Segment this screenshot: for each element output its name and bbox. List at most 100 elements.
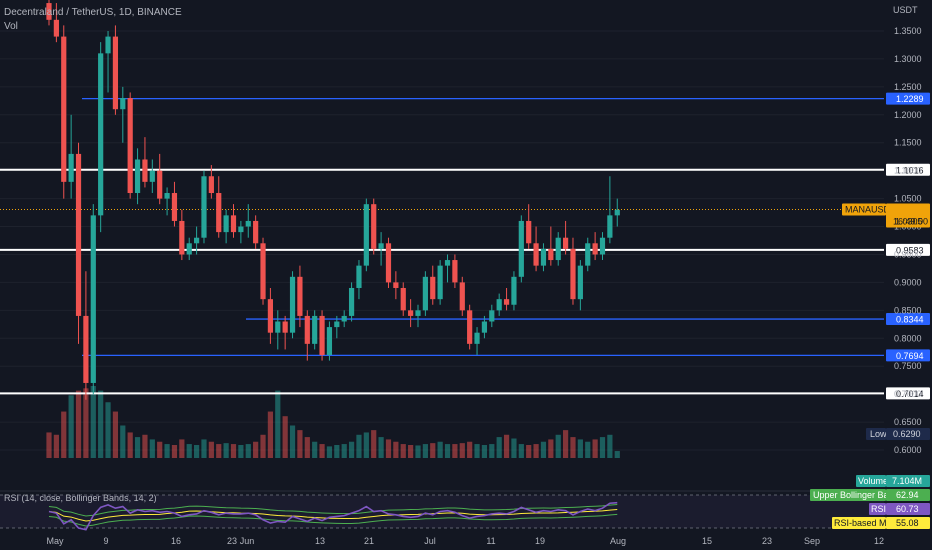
time-tick-label: 13 bbox=[315, 536, 325, 546]
candle-body bbox=[489, 310, 495, 322]
candle-body bbox=[267, 299, 273, 333]
volume-bar bbox=[326, 446, 333, 458]
candle-body bbox=[142, 159, 148, 182]
time-tick-label: 16 bbox=[171, 536, 181, 546]
candle-body bbox=[356, 265, 362, 288]
volume-bar bbox=[319, 444, 325, 458]
level-tag bbox=[886, 349, 930, 362]
candle-body bbox=[304, 315, 310, 344]
symbol-title[interactable]: Decentraland / TetherUS, 1D, BINANCE bbox=[4, 7, 182, 18]
candle-body bbox=[201, 176, 207, 238]
candle-body bbox=[105, 36, 111, 54]
price-tick-label: 0.7000 bbox=[894, 389, 922, 399]
price-tick-label: 0.6000 bbox=[894, 445, 922, 455]
candle-body bbox=[400, 287, 406, 311]
volume-bar bbox=[179, 439, 185, 458]
candle-body bbox=[503, 299, 510, 305]
price-tick-label: 1.3000 bbox=[894, 54, 922, 64]
candle-body bbox=[548, 248, 554, 261]
time-axis[interactable]: May 9 16 23 Jun 13 21 Jul 11 19 Aug 15 23 Sep 12 bbox=[46, 536, 884, 546]
volume-bar bbox=[348, 441, 355, 458]
level-tag bbox=[886, 313, 930, 326]
level-tag-label: 0.8344 bbox=[896, 315, 924, 325]
price-tick-label: 1.2500 bbox=[894, 82, 922, 92]
upper-band-label-bg bbox=[810, 489, 886, 501]
time-tick-label: 23 bbox=[227, 536, 237, 546]
low-value: 0.6290 bbox=[893, 429, 921, 439]
volume-bar bbox=[238, 444, 244, 458]
candle-body bbox=[238, 226, 244, 233]
price-tick-label: 0.8000 bbox=[894, 333, 922, 343]
volume-bar bbox=[289, 425, 296, 458]
volume-bar bbox=[400, 444, 406, 458]
volume-bar bbox=[518, 444, 524, 458]
candle-body bbox=[186, 243, 192, 255]
candle-body bbox=[555, 237, 561, 261]
axis-currency-label[interactable]: USDT bbox=[893, 5, 918, 15]
candle-body bbox=[430, 276, 436, 300]
candle-body bbox=[216, 193, 222, 233]
volume-bar bbox=[127, 432, 133, 458]
time-tick-label: Aug bbox=[610, 536, 626, 546]
candle-body bbox=[297, 276, 303, 316]
volume-bar bbox=[511, 438, 517, 458]
volume-bar bbox=[304, 437, 310, 458]
time-tick-label: Jul bbox=[424, 536, 436, 546]
time-tick-label: 15 bbox=[702, 536, 712, 546]
countdown-label: 16:49:00 bbox=[893, 216, 928, 226]
time-tick-label: May bbox=[46, 536, 64, 546]
candle-body bbox=[371, 204, 377, 249]
level-tag-label: 0.7694 bbox=[896, 351, 924, 361]
candle-body bbox=[334, 321, 340, 328]
rsi-ma-value-bg bbox=[886, 517, 930, 529]
price-tick-label: 0.6500 bbox=[894, 417, 922, 427]
price-tick-label: 0.8500 bbox=[894, 305, 922, 315]
volume-label: Volume bbox=[858, 476, 888, 486]
level-tag bbox=[886, 243, 930, 256]
candle-body bbox=[275, 321, 281, 333]
candle-body bbox=[112, 36, 119, 110]
volume-bar bbox=[230, 444, 237, 458]
rsi-ma-value: 55.08 bbox=[896, 518, 919, 528]
volume-bar bbox=[481, 444, 488, 458]
level-tag-label: 1.1016 bbox=[896, 165, 924, 175]
candle-body bbox=[208, 176, 214, 194]
volume-bar bbox=[53, 434, 59, 458]
volume-bar bbox=[592, 439, 598, 458]
volume-bar bbox=[489, 444, 495, 458]
candle-body bbox=[518, 220, 524, 277]
candle-body bbox=[53, 19, 59, 37]
volume-bar bbox=[68, 395, 74, 458]
price-tick-label: 0.9000 bbox=[894, 277, 922, 287]
candle-body bbox=[46, 3, 52, 20]
rsi-pane: RSI (14, close, Bollinger Bands, 14, 2) bbox=[0, 490, 884, 531]
volume-bar bbox=[563, 430, 569, 458]
volume-bar bbox=[452, 444, 458, 458]
volume-indicator-label[interactable]: Vol bbox=[4, 21, 18, 32]
volume-bar bbox=[503, 434, 510, 458]
volume-value: 7.104M bbox=[892, 476, 922, 486]
level-tag-label: 0.9583 bbox=[896, 245, 924, 255]
low-label: Low bbox=[870, 429, 887, 439]
volume-bar bbox=[260, 434, 266, 458]
candle-body bbox=[437, 265, 443, 300]
volume-bar bbox=[223, 443, 229, 458]
candle-body bbox=[61, 36, 67, 182]
candle-body bbox=[289, 276, 296, 333]
symbol-badge-bg bbox=[842, 203, 886, 216]
price-tick-label: 1.0500 bbox=[894, 194, 922, 204]
candle-body bbox=[312, 315, 318, 344]
time-tick-label: 12 bbox=[874, 536, 884, 546]
candle-body bbox=[378, 243, 384, 249]
volume-bar bbox=[275, 390, 281, 458]
volume-bar bbox=[245, 444, 251, 458]
volume-bar bbox=[157, 441, 163, 458]
candle-body bbox=[408, 310, 414, 316]
volume-bar bbox=[378, 437, 384, 458]
candle-body bbox=[496, 299, 502, 311]
candle-body bbox=[570, 248, 576, 300]
time-tick-label: Jun bbox=[240, 536, 255, 546]
volume-bar bbox=[474, 444, 480, 458]
rsi-ma-label-bg bbox=[832, 517, 886, 529]
